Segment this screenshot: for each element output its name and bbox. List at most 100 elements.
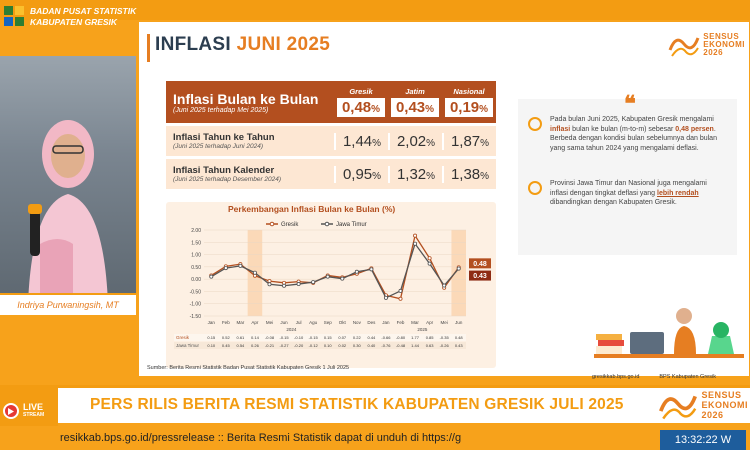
year-label: 2024	[286, 327, 297, 332]
year-label: 2025	[417, 327, 428, 332]
live-play-icon	[3, 403, 19, 419]
x-tick-label: Mei	[441, 320, 448, 325]
table-cell: -0.80	[396, 335, 406, 340]
table-cell: -0.76	[381, 343, 391, 348]
x-tick-label: Apr	[251, 320, 259, 325]
data-point	[442, 283, 447, 288]
live-label: LIVE	[23, 402, 44, 412]
x-tick-label: Jan	[208, 320, 216, 325]
table-cell: 0.40	[367, 343, 376, 348]
presentation-slide: INFLASI JUNI 2025 SENSUS EKONOMI 2026 In…	[139, 22, 749, 380]
table-cell: -0.26	[440, 343, 450, 348]
data-point	[311, 280, 316, 285]
sensus-line2: EKONOMI	[701, 400, 748, 410]
sensus-line1: SENSUS	[701, 390, 742, 400]
sensus-line3: 2026	[703, 48, 724, 57]
y-tick-label: 1.00	[191, 253, 201, 259]
speaker-figure-icon	[28, 120, 108, 302]
table-cell: -0.20	[294, 343, 304, 348]
data-point	[456, 266, 461, 271]
sensus-logo: SENSUS EKONOMI 2026	[668, 32, 745, 58]
region-gresik: Gresik 0,48%	[334, 87, 388, 117]
data-point	[238, 263, 243, 268]
ticker-text: resikkab.bps.go.id/pressrelease :: Berit…	[60, 432, 462, 444]
yoy-value-nasional: 1,87	[450, 132, 481, 150]
region-label: Gresik	[349, 87, 373, 96]
percent-sign: %	[372, 137, 382, 149]
web-link[interactable]: gresikkab.bps.go.id	[592, 374, 640, 380]
percent-sign: %	[372, 170, 382, 182]
end-label-box	[469, 270, 491, 281]
org-line1: BADAN PUSAT STATISTIK	[30, 6, 137, 16]
live-badge: LIVE STREAM	[0, 392, 52, 430]
ytd-row: Inflasi Tahun Kalender (Juni 2025 terhad…	[166, 159, 496, 189]
data-point	[354, 269, 359, 274]
check-icon	[528, 117, 542, 131]
table-cell: 0.14	[251, 335, 260, 340]
quote-icon: ❝	[624, 91, 636, 117]
region-label: Jatim	[405, 87, 425, 96]
news-ticker	[0, 426, 750, 450]
data-point	[282, 283, 287, 288]
region-nasional: Nasional 0,19%	[442, 87, 496, 117]
table-cell: 0.30	[353, 343, 362, 348]
series-line	[210, 242, 460, 299]
x-tick-label: Mar	[411, 320, 419, 325]
slide-title-main: INFLASI	[155, 34, 231, 55]
percent-sign: %	[425, 104, 435, 115]
table-cell: -0.48	[396, 343, 406, 348]
table-series-name: Jawa Timur	[176, 343, 200, 348]
table-row	[174, 342, 466, 349]
x-tick-label: Jun	[455, 320, 463, 325]
x-tick-label: Feb	[222, 320, 230, 325]
clock: 13:32:22 W	[660, 430, 746, 450]
percent-sign: %	[479, 104, 489, 115]
text-run-bold: 0,48 persen	[675, 125, 714, 133]
table-cell: -0.35	[440, 335, 450, 340]
data-point	[340, 276, 345, 281]
speaker-video	[0, 56, 136, 302]
end-label-box	[469, 258, 491, 269]
percent-sign: %	[426, 170, 436, 182]
legend-label: Jawa Timur	[336, 222, 367, 228]
table-cell: 0.61	[236, 335, 245, 340]
source-note: Sumber: Berita Resmi Statistik Badan Pus…	[147, 365, 350, 371]
percent-sign: %	[371, 104, 381, 115]
broadcast-headline: PERS RILIS BERITA RESMI STATISTIK KABUPA…	[90, 396, 624, 413]
table-cell: -0.15	[279, 335, 289, 340]
table-cell: 0.15	[324, 335, 333, 340]
percent-sign: %	[426, 137, 436, 149]
end-label: 0.43	[473, 273, 487, 280]
data-point	[413, 233, 418, 238]
x-tick-label: Sep	[324, 320, 333, 325]
text-run: Provinsi Jawa Timur dan Nasional juga me…	[550, 180, 707, 197]
data-point	[413, 241, 418, 246]
org-name: BADAN PUSAT STATISTIK KABUPATEN GRESIK	[30, 6, 136, 28]
chart-canvas: 2.00 1.50 1.00 0.50 0.00 -0.50 -1.00 -1.50 Gresi…	[174, 221, 491, 349]
y-tick-label: 0.00	[191, 277, 201, 283]
sensus-line2: EKONOMI	[703, 40, 745, 49]
table-cell: -0.27	[279, 343, 289, 348]
table-cell: 0.02	[338, 343, 347, 348]
x-tick-label: Mar	[237, 320, 245, 325]
text-run: dibandingkan dengan Kabupaten Gresik.	[550, 199, 677, 206]
ytd-value-jatim: 1,32	[396, 165, 427, 183]
speaker-name: Indriya Purwaningsih, MT	[17, 300, 119, 310]
data-point	[267, 282, 272, 287]
mtm-row: Inflasi Bulan ke Bulan (Juni 2025 terhad…	[166, 81, 496, 123]
footer-links: gresikkab.bps.go.id BPS Kabupaten Gresik	[592, 374, 716, 380]
bps-logo-icon	[4, 6, 26, 28]
data-point	[383, 295, 388, 300]
instagram-link[interactable]: BPS Kabupaten Gresik	[659, 374, 716, 380]
mtm-value-nasional: 0,19	[449, 99, 480, 116]
data-point	[325, 274, 330, 279]
ytd-value-nasional: 1,38	[450, 165, 481, 183]
top-band	[0, 0, 750, 20]
inflation-chart: Perkembangan Inflasi Bulan ke Bulan (%) …	[166, 202, 496, 368]
yoy-row: Inflasi Tahun ke Tahun (Juni 2025 terhad…	[166, 126, 496, 156]
mtm-value-jatim: 0,43	[395, 99, 426, 116]
x-tick-label: Apr	[426, 320, 434, 325]
table-cell: 0.44	[367, 335, 376, 340]
table-cell: 0.52	[222, 335, 231, 340]
region-label: Nasional	[453, 87, 485, 96]
